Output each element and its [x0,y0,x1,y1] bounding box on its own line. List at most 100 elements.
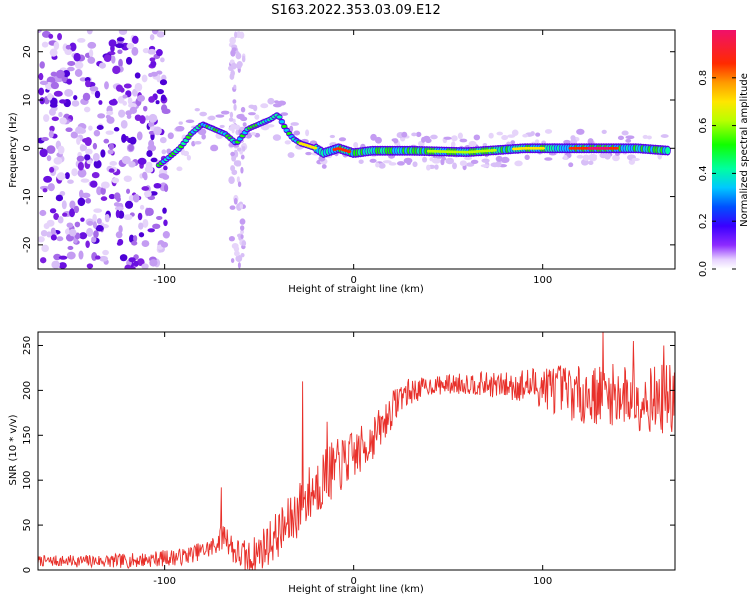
noise-blob [47,183,55,192]
noise-blob [228,235,235,242]
noise-blob [77,168,87,178]
noise-blob [239,218,246,225]
noise-blob [117,95,125,104]
signal-halo-blob [535,132,541,137]
noise-blob [62,212,68,217]
signal-halo-blob [530,131,535,136]
noise-blob [240,252,245,258]
noise-blob [125,110,133,116]
noise-blob [86,263,94,269]
signal-halo-blob [445,157,455,165]
noise-blob [99,255,108,262]
signal-peak [346,150,352,154]
noise-blob [85,197,92,204]
noise-blob [38,87,45,96]
noise-blob [137,94,145,102]
noise-blob [236,147,242,152]
noise-blob [84,154,91,161]
noise-blob [64,172,70,180]
noise-blob [132,193,140,203]
noise-blob [242,144,246,152]
noise-blob [126,42,135,50]
noise-blob [236,51,240,57]
noise-blob [92,142,98,150]
noise-blob [38,236,45,243]
signal-halo-blob [248,112,256,116]
noise-blob [118,58,123,68]
noise-blob [58,255,68,260]
signal-halo-blob [230,151,235,157]
noise-blob [74,61,84,69]
signal-halo-blob [254,114,260,120]
signal-halo-blob [161,149,167,155]
noise-blob [235,254,243,263]
signal-halo-blob [452,162,457,170]
signal-halo-blob [588,154,598,158]
noise-blob [88,125,93,131]
noise-blob [67,179,74,184]
noise-blob [237,262,241,269]
signal-halo-blob [391,138,398,142]
noise-blob [95,224,104,232]
noise-blob [240,154,245,160]
noise-blob [85,227,94,237]
noise-blob [149,34,155,41]
spectrogram-y-tick-label: -20 [22,237,33,253]
noise-blob [65,127,73,132]
noise-blob [55,69,65,79]
signal-halo-blob [166,148,172,155]
noise-blob [49,208,57,214]
spectrogram-frame [37,29,676,270]
noise-blob [141,186,150,191]
signal-halo-blob [430,134,438,140]
noise-blob [148,96,155,103]
noise-blob [53,157,63,165]
noise-blob [153,126,162,136]
noise-blob [40,229,48,237]
signal-halo-blob [277,100,287,106]
noise-blob [67,66,75,72]
signal-halo-blob [369,158,377,163]
noise-blob [66,222,74,228]
noise-blob [57,33,62,41]
noise-blob [59,117,67,125]
noise-blob [138,232,145,238]
signal-halo-blob [510,140,516,145]
noise-blob [143,105,148,112]
noise-blob [148,113,158,123]
signal-halo-blob [431,158,441,164]
noise-blob [137,212,143,221]
noise-blob [38,72,44,81]
noise-blob [108,143,115,150]
noise-blob [147,144,157,152]
signal-halo-blob [215,114,225,118]
noise-blob [50,81,60,90]
noise-blob [109,160,118,166]
noise-blob [87,56,96,64]
noise-blob [96,218,102,225]
signal-halo-blob [660,134,669,138]
noise-blob [80,178,90,183]
noise-blob [106,116,115,124]
noise-blob [49,166,55,173]
noise-blob [74,221,81,228]
noise-blob [104,81,109,90]
noise-blob [43,175,53,183]
noise-blob [49,103,58,108]
signal-halo-blob [544,129,553,134]
signal-halo-blob [443,136,452,140]
signal-halo-blob [290,122,299,126]
noise-blob [95,255,101,260]
noise-blob [108,168,115,173]
noise-blob [100,196,108,201]
noise-blob [113,192,121,201]
noise-blob [113,202,121,207]
noise-blob [58,262,67,269]
signal-halo-blob [563,154,568,160]
signal-halo-blob [186,154,191,161]
noise-blob [150,157,158,163]
noise-blob [162,230,170,239]
spectrogram-x-tick-label: -100 [153,275,176,286]
noise-blob [239,203,244,209]
